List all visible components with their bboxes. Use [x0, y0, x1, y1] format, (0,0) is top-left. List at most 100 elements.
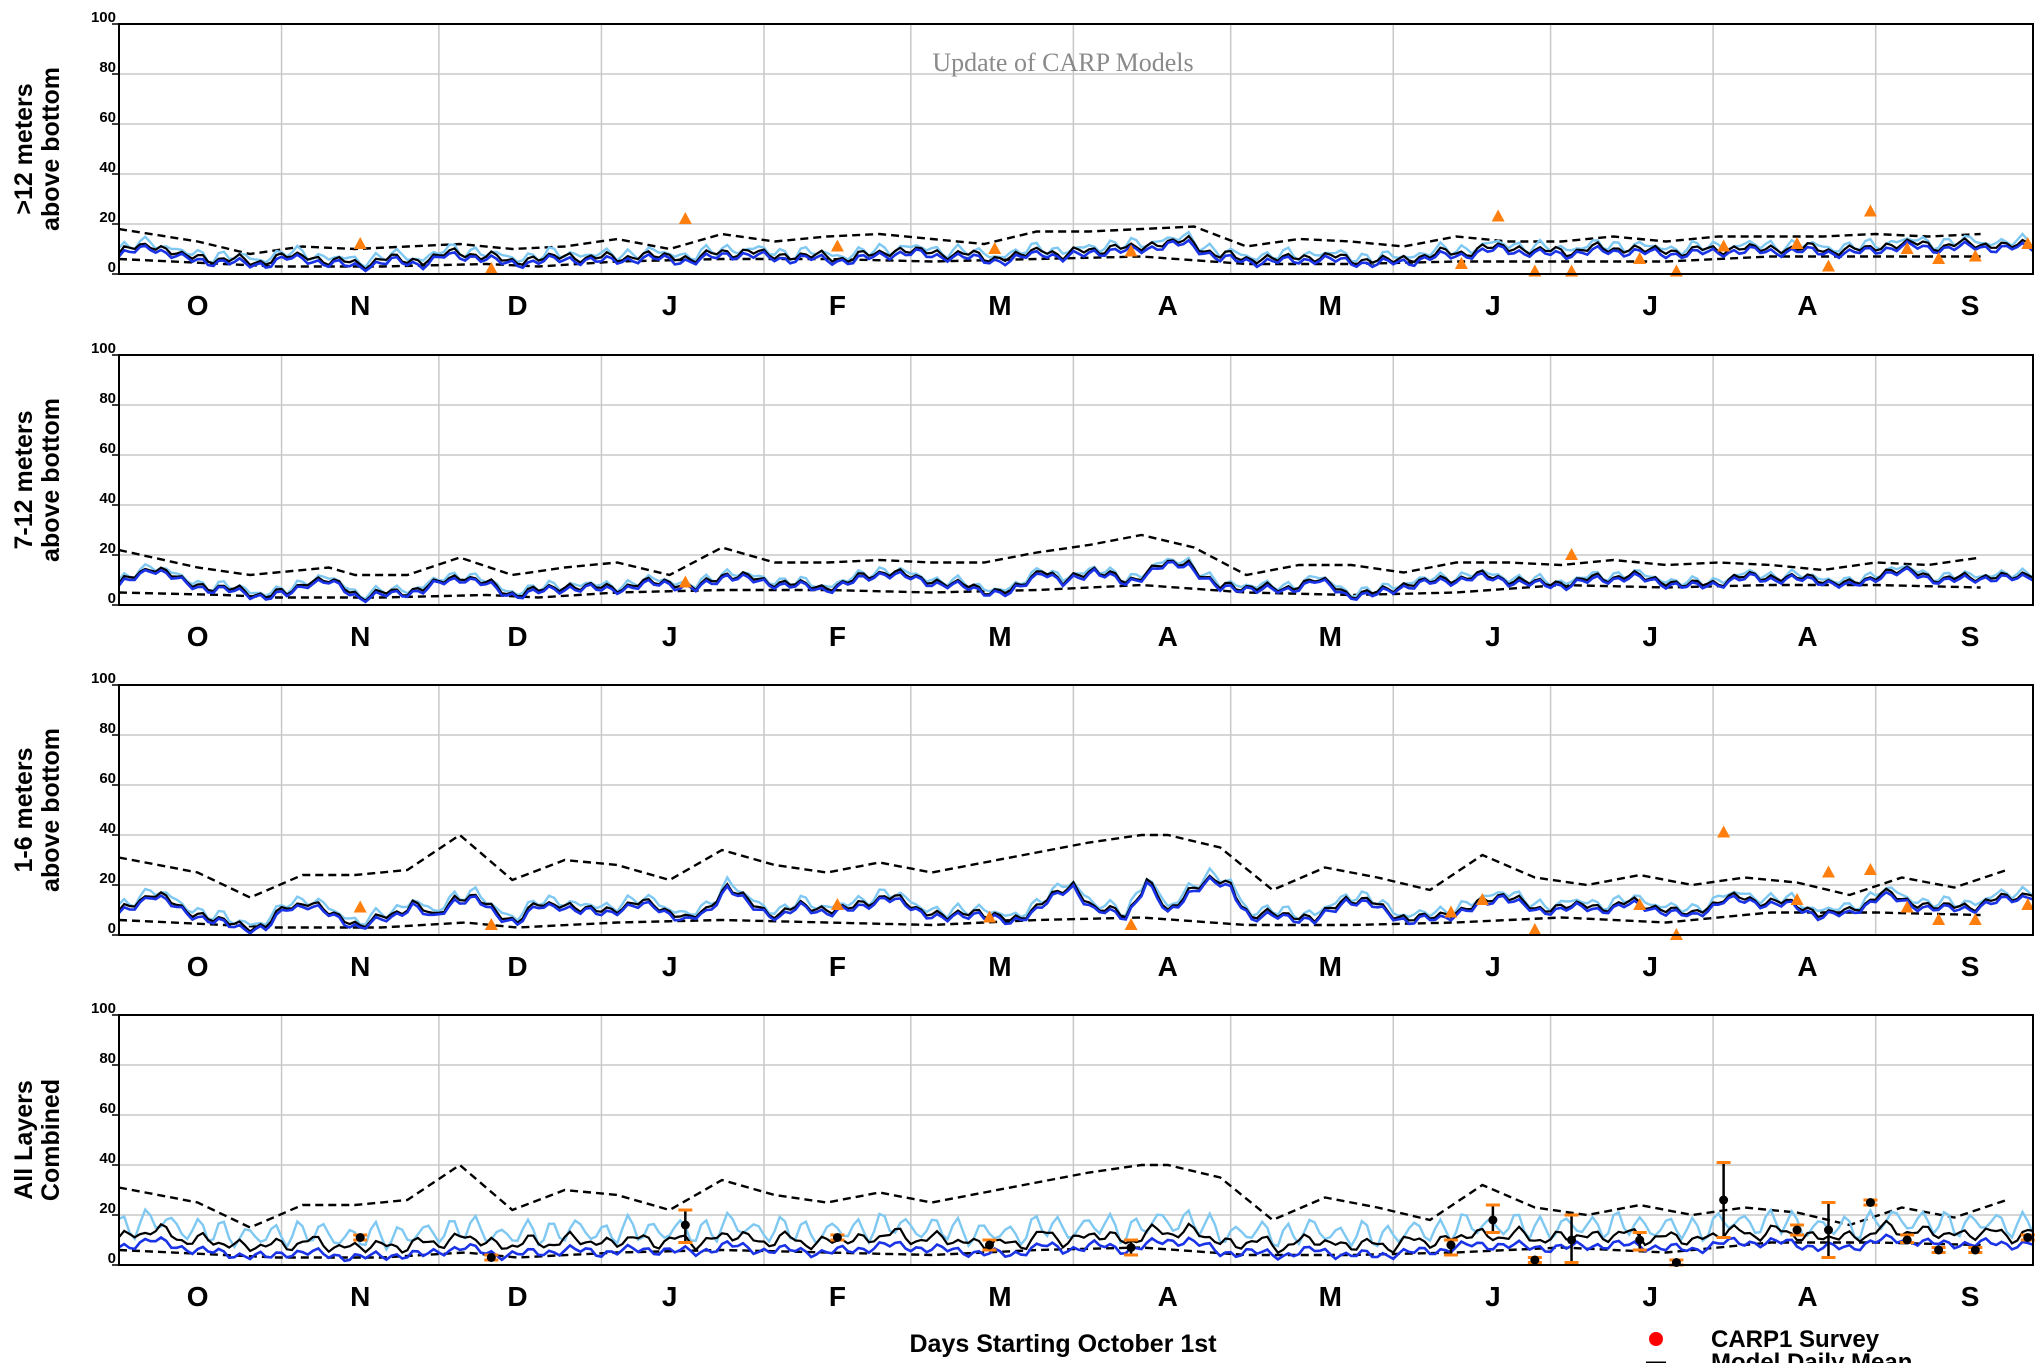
x-tick-label: J: [1485, 621, 1501, 652]
y-tick-label: 80: [99, 390, 116, 407]
y-tick-label: 80: [99, 1050, 116, 1067]
series-model-daily-mean: [119, 1219, 2033, 1255]
x-tick-label: S: [1961, 1281, 1980, 1312]
legend-marker-survey: [1649, 1332, 1663, 1346]
legend-label-survey: CARP1 Survey: [1711, 1326, 1880, 1353]
y-tick-label: 60: [99, 1100, 116, 1117]
x-tick-label: M: [988, 951, 1011, 982]
survey-triangle: [1633, 898, 1647, 910]
x-tick-label: J: [1642, 621, 1658, 652]
y-axis-title-line: above bottom: [37, 67, 65, 231]
survey-triangle: [484, 262, 498, 274]
x-tick-label: M: [988, 621, 1011, 652]
x-tick-label: O: [187, 1281, 209, 1312]
y-tick-label: 40: [99, 490, 116, 507]
survey-mean-point: [355, 1233, 365, 1242]
x-tick-label: M: [1319, 1281, 1342, 1312]
series-model-daily-mean: [119, 234, 2033, 271]
y-axis-title: >12 metersabove bottom: [10, 67, 65, 231]
x-tick-label: D: [507, 951, 527, 982]
x-tick-label: A: [1158, 951, 1178, 982]
survey-triangle: [1528, 923, 1542, 935]
y-axis-title: 7-12 metersabove bottom: [10, 398, 65, 562]
y-axis-title-line: Combined: [37, 1079, 65, 1201]
x-tick-label: F: [829, 951, 846, 982]
series-blue: [119, 560, 2033, 604]
x-tick-label: M: [988, 1281, 1011, 1312]
x-tick-label: O: [187, 290, 209, 321]
x-tick-label: D: [507, 290, 527, 321]
survey-triangle: [1900, 242, 1914, 254]
survey-mean-point: [486, 1253, 496, 1262]
y-axis-title-line: above bottom: [37, 398, 65, 562]
survey-triangle: [1968, 913, 1982, 925]
x-tick-label: J: [662, 290, 678, 321]
y-axis-title-line: >12 meters: [10, 83, 38, 214]
survey-triangle: [1900, 900, 1914, 913]
survey-mean-point: [1970, 1245, 1980, 1255]
chart-panel: 0 20 40 60 80 100 O N D J F M A M J J A S All LayersCombin…: [10, 1000, 2035, 1312]
survey-mean-point: [1823, 1225, 1833, 1235]
survey-triangle: [2021, 898, 2035, 910]
x-tick-label: A: [1797, 290, 1817, 321]
survey-triangle: [678, 575, 692, 588]
upper-bound-line: [119, 833, 2008, 899]
survey-triangle: [353, 900, 367, 913]
x-tick-label: A: [1797, 621, 1817, 652]
survey-triangle: [982, 910, 996, 923]
survey-mean-point: [1446, 1240, 1456, 1250]
survey-triangle: [1633, 252, 1647, 264]
y-tick-label: 100: [91, 670, 116, 687]
y-tick-label: 0: [108, 920, 116, 937]
panel-frame: [118, 23, 2034, 275]
y-tick-label: 0: [108, 1250, 116, 1267]
y-tick-label: 60: [99, 770, 116, 787]
survey-mean-point: [680, 1220, 690, 1230]
y-axis-title-line: All Layers: [10, 1080, 38, 1200]
x-tick-label: A: [1797, 1281, 1817, 1312]
x-tick-label: A: [1797, 951, 1817, 982]
y-tick-label: 100: [91, 9, 116, 26]
series-light-blue: [119, 1207, 2033, 1253]
x-tick-label: J: [1642, 951, 1658, 982]
y-tick-label: 40: [99, 159, 116, 176]
survey-triangle: [1444, 905, 1458, 918]
x-tick-label: N: [350, 951, 370, 982]
series-group: [119, 533, 2033, 604]
survey-triangle: [830, 239, 844, 252]
survey-mean-point: [1792, 1225, 1802, 1235]
y-tick-label: 60: [99, 440, 116, 457]
x-tick-label: F: [829, 1281, 846, 1312]
survey-mean-point: [1902, 1235, 1912, 1245]
series-blue: [119, 238, 2033, 273]
lower-bound-line: [119, 1241, 1981, 1259]
figure-title: Update of CARP Models: [932, 48, 1193, 77]
y-tick-label: 0: [108, 590, 116, 607]
x-tick-label: A: [1158, 290, 1178, 321]
x-tick-label: S: [1961, 621, 1980, 652]
series-model-daily-mean: [119, 874, 2033, 933]
y-tick-label: 20: [99, 870, 116, 887]
x-tick-label: A: [1158, 1281, 1178, 1312]
x-tick-label: J: [1642, 1281, 1658, 1312]
x-axis-title: Days Starting October 1st: [909, 1330, 1217, 1358]
x-tick-label: A: [1158, 621, 1178, 652]
x-tick-label: N: [350, 1281, 370, 1312]
chart-panel: 0 20 40 60 80 100 O N D J F M A M J J A S 1-6 metersabove …: [10, 670, 2035, 982]
x-tick-label: S: [1961, 951, 1980, 982]
x-tick-label: D: [507, 1281, 527, 1312]
survey-triangle: [1932, 252, 1946, 264]
survey-triangle: [1717, 239, 1731, 252]
series-model-daily-mean: [119, 559, 2033, 603]
y-tick-label: 60: [99, 109, 116, 126]
x-tick-label: S: [1961, 290, 1980, 321]
series-blue: [119, 1233, 2033, 1263]
x-tick-label: F: [829, 621, 846, 652]
y-tick-label: 100: [91, 1000, 116, 1017]
survey-triangle: [1932, 913, 1946, 925]
series-group: [119, 225, 2033, 273]
survey-mean-point: [1865, 1198, 1875, 1207]
y-tick-label: 20: [99, 209, 116, 226]
